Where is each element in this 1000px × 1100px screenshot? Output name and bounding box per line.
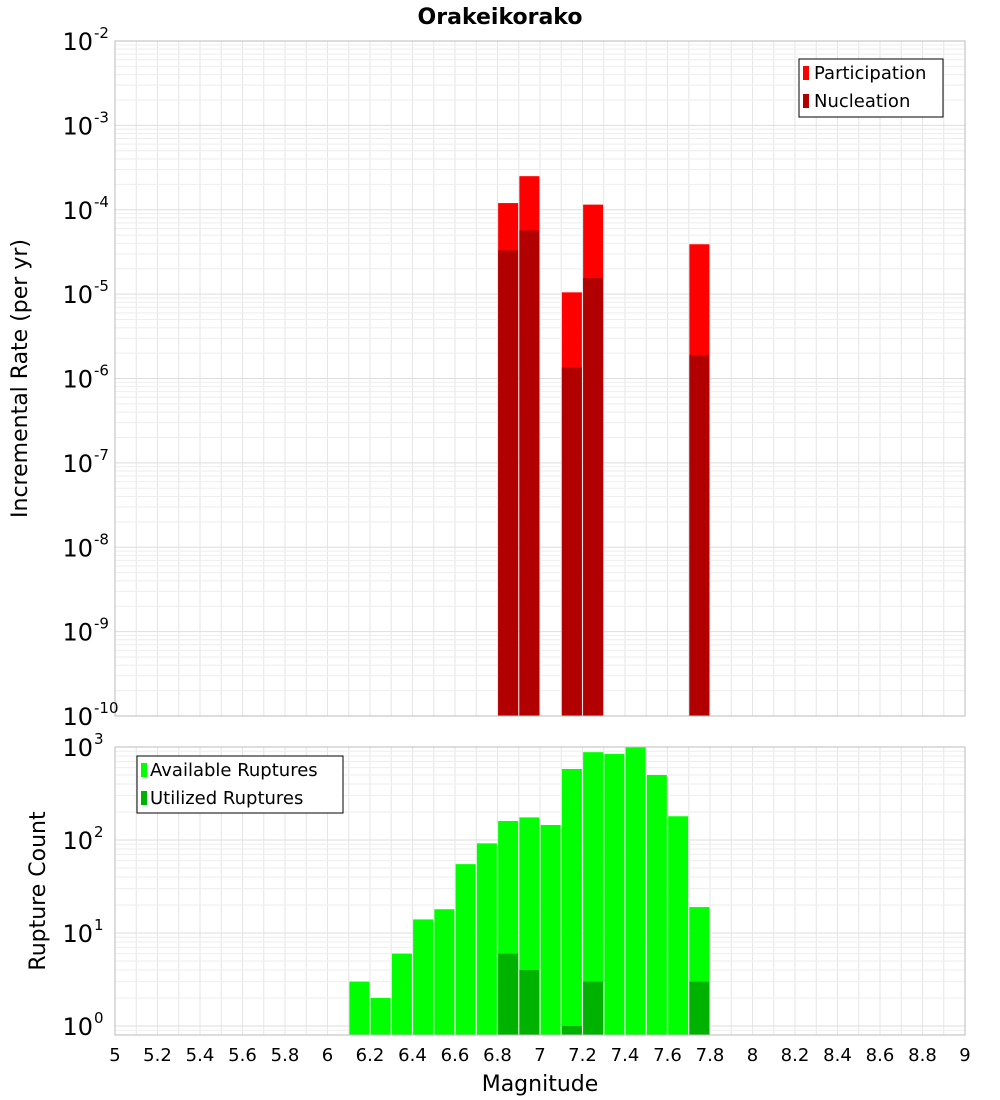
bottom-y-tick-label: 10 (62, 1013, 93, 1041)
top-gridlines (114, 40, 966, 717)
nucleation-legend-swatch (803, 94, 809, 108)
utilized-ruptures-bar (519, 969, 540, 1035)
x-tick-label: 7.2 (568, 1045, 597, 1066)
nucleation-bar (519, 230, 540, 716)
top-y-tick-label: 10 (62, 619, 93, 647)
available-ruptures-bar (413, 919, 434, 1035)
utilized-ruptures-bar (583, 981, 604, 1035)
bottom-y-tick-label: 10 (62, 920, 93, 948)
top-y-tick-exponent: -3 (94, 108, 109, 126)
nucleation-bar (498, 250, 519, 717)
x-tick-label: 5 (109, 1045, 120, 1066)
x-tick-label: 5.2 (143, 1045, 172, 1066)
utilized-ruptures-bar (689, 981, 710, 1035)
top-y-tick-exponent: -4 (94, 193, 109, 211)
available-ruptures-bar (668, 816, 689, 1035)
chart-title: Orakeikorako (418, 5, 583, 30)
top-y-tick-label: 10 (62, 281, 93, 309)
available-ruptures-bar (349, 981, 370, 1035)
x-tick-label: 5.4 (186, 1045, 215, 1066)
top-legend: Participation Nucleation (798, 58, 944, 118)
participation-legend-label: Participation (814, 63, 926, 84)
available-ruptures-legend-swatch (141, 763, 147, 777)
x-tick-label: 7 (534, 1045, 545, 1066)
x-tick-label: 6.8 (483, 1045, 512, 1066)
top-y-tick-label: 10 (62, 703, 93, 731)
top-y-tick-exponent: -6 (94, 362, 109, 380)
available-ruptures-bar (604, 754, 625, 1035)
top-y-tick-label: 10 (62, 112, 93, 140)
top-y-tick-exponent: -2 (94, 24, 109, 42)
x-tick-label: 5.6 (228, 1045, 257, 1066)
bottom-y-tick-label: 10 (62, 827, 93, 855)
top-y-tick-label: 10 (62, 450, 93, 478)
bottom-plot-frame (114, 746, 966, 1036)
available-ruptures-bar (476, 843, 497, 1035)
available-ruptures-bar (391, 953, 412, 1035)
top-y-axis-title: Incremental Rate (per yr) (8, 239, 33, 518)
available-ruptures-legend-label: Available Ruptures (150, 760, 318, 781)
top-legend-box (798, 58, 944, 118)
x-tick-label: 8.2 (781, 1045, 810, 1066)
x-tick-label: 5.8 (271, 1045, 300, 1066)
bottom-legend-box (136, 755, 344, 814)
x-tick-label: 6.2 (356, 1045, 385, 1066)
x-axis-title: Magnitude (482, 1072, 599, 1097)
nucleation-bar (583, 278, 604, 716)
available-ruptures-bar (561, 769, 582, 1035)
available-ruptures-bar (370, 997, 391, 1035)
bottom-y-tick-exponent: 2 (94, 823, 104, 841)
available-ruptures-bar (625, 747, 646, 1035)
top-plot-frame (114, 40, 966, 717)
top-y-tick-exponent: -7 (94, 446, 109, 464)
available-ruptures-bar (434, 909, 455, 1035)
bottom-y-tick-exponent: 0 (94, 1009, 104, 1027)
utilized-ruptures-bar (498, 953, 519, 1035)
bottom-y-axis-title: Rupture Count (26, 811, 51, 971)
top-y-tick-exponent: -10 (94, 699, 119, 717)
x-tick-label: 8 (747, 1045, 758, 1066)
x-tick-labels: 5 5.2 5.4 5.6 5.8 6 6.2 6.4 6.6 6.8 7 7.2 7.4 7.6 7.8 8… (109, 1045, 970, 1066)
x-tick-label: 8.4 (823, 1045, 852, 1066)
available-ruptures-bar (455, 864, 476, 1035)
available-ruptures-bar (646, 774, 667, 1035)
participation-legend-swatch (803, 66, 809, 80)
bottom-y-tick-exponent: 3 (94, 730, 104, 748)
top-bars (498, 176, 710, 717)
bottom-y-tick-exponent: 1 (94, 916, 104, 934)
x-tick-label: 7.4 (611, 1045, 640, 1066)
utilized-ruptures-legend-swatch (141, 791, 147, 805)
x-tick-label: 6 (322, 1045, 333, 1066)
utilized-ruptures-bar (561, 1025, 582, 1035)
top-y-tick-label: 10 (62, 534, 93, 562)
top-y-tick-label: 10 (62, 28, 93, 56)
x-tick-label: 8.6 (866, 1045, 895, 1066)
utilized-ruptures-legend-label: Utilized Ruptures (150, 788, 303, 809)
available-ruptures-bar (583, 752, 604, 1035)
bottom-y-tick-label: 10 (62, 734, 93, 762)
nucleation-bar (561, 367, 582, 716)
bottom-bars (349, 747, 710, 1035)
top-y-tick-exponent: -8 (94, 530, 109, 548)
top-y-tick-label: 10 (62, 366, 93, 394)
x-tick-label: 7.8 (696, 1045, 725, 1066)
top-y-tick-exponent: -9 (94, 615, 109, 633)
x-tick-label: 6.4 (398, 1045, 427, 1066)
nucleation-bar (689, 354, 710, 716)
x-tick-label: 6.6 (441, 1045, 470, 1066)
x-tick-label: 7.6 (653, 1045, 682, 1066)
available-ruptures-bar (540, 824, 561, 1035)
top-y-tick-label: 10 (62, 197, 93, 225)
nucleation-legend-label: Nucleation (814, 91, 910, 112)
x-tick-label: 8.8 (908, 1045, 937, 1066)
x-tick-label: 9 (959, 1045, 970, 1066)
top-y-tick-exponent: -5 (94, 277, 109, 295)
bottom-legend: Available Ruptures Utilized Ruptures (136, 755, 344, 814)
